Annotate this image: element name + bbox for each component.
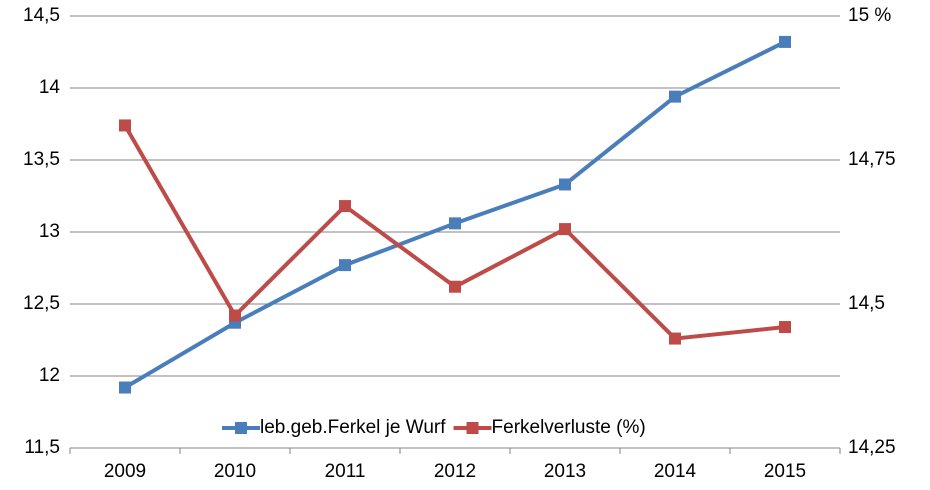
point bbox=[779, 35, 791, 48]
point bbox=[229, 309, 241, 322]
point bbox=[119, 381, 131, 394]
point bbox=[119, 119, 131, 132]
y-tick-label: 12,5 bbox=[23, 293, 60, 314]
point bbox=[669, 332, 681, 345]
legend-label: leb.geb.Ferkel je Wurf bbox=[260, 417, 446, 438]
point bbox=[559, 178, 571, 191]
y-tick-label: 11,5 bbox=[24, 437, 60, 458]
legend-marker bbox=[235, 422, 247, 434]
point bbox=[669, 90, 681, 103]
x-tick-label: 2009 bbox=[104, 461, 146, 482]
y2-tick-label: 15 % bbox=[848, 5, 891, 26]
y-tick-label: 14,5 bbox=[23, 5, 60, 26]
x-tick-label: 2014 bbox=[654, 461, 697, 482]
point bbox=[559, 223, 571, 236]
point bbox=[449, 280, 461, 293]
x-tick-label: 2010 bbox=[214, 461, 256, 482]
point bbox=[339, 259, 351, 272]
y2-tick-label: 14,5 bbox=[848, 293, 885, 314]
legend-marker bbox=[466, 422, 479, 434]
y-tick-label: 14 bbox=[39, 77, 61, 98]
x-tick-label: 2015 bbox=[764, 461, 806, 482]
y-tick-label: 13,5 bbox=[23, 149, 60, 170]
point bbox=[779, 321, 791, 334]
point bbox=[449, 217, 461, 230]
x-tick-label: 2012 bbox=[434, 461, 476, 482]
y-tick-label: 13 bbox=[39, 221, 60, 242]
y2-tick-label: 14,75 bbox=[848, 149, 896, 170]
legend-label: Ferkelverluste (%) bbox=[492, 417, 646, 438]
y-tick-label: 12 bbox=[39, 365, 60, 386]
x-tick-label: 2013 bbox=[544, 461, 586, 482]
y2-tick-label: 14,25 bbox=[848, 437, 896, 458]
point bbox=[339, 200, 351, 213]
x-tick-label: 2011 bbox=[325, 461, 366, 482]
